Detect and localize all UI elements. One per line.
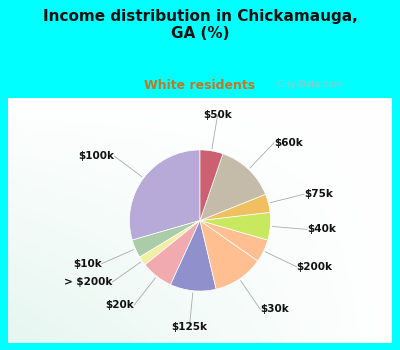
Text: $10k: $10k <box>73 259 102 268</box>
Text: $75k: $75k <box>304 189 333 199</box>
Text: > $200k: > $200k <box>64 277 112 287</box>
Text: $125k: $125k <box>171 322 207 332</box>
Text: White residents: White residents <box>144 79 256 92</box>
Text: Income distribution in Chickamauga,
GA (%): Income distribution in Chickamauga, GA (… <box>43 9 357 41</box>
Text: $30k: $30k <box>260 304 289 314</box>
Wedge shape <box>140 220 200 265</box>
Wedge shape <box>200 220 268 261</box>
Text: $40k: $40k <box>307 224 336 234</box>
Text: $200k: $200k <box>297 262 333 272</box>
Wedge shape <box>200 194 270 220</box>
Wedge shape <box>132 220 200 257</box>
Text: $50k: $50k <box>203 110 232 120</box>
Text: $100k: $100k <box>78 151 114 161</box>
Wedge shape <box>200 220 258 289</box>
Text: City-Data.com: City-Data.com <box>274 80 342 89</box>
Wedge shape <box>200 212 270 240</box>
Text: $60k: $60k <box>274 138 303 148</box>
Text: $20k: $20k <box>105 300 134 310</box>
Wedge shape <box>200 150 223 220</box>
Wedge shape <box>170 220 216 291</box>
Wedge shape <box>200 154 266 220</box>
Wedge shape <box>130 150 200 240</box>
Wedge shape <box>145 220 200 285</box>
